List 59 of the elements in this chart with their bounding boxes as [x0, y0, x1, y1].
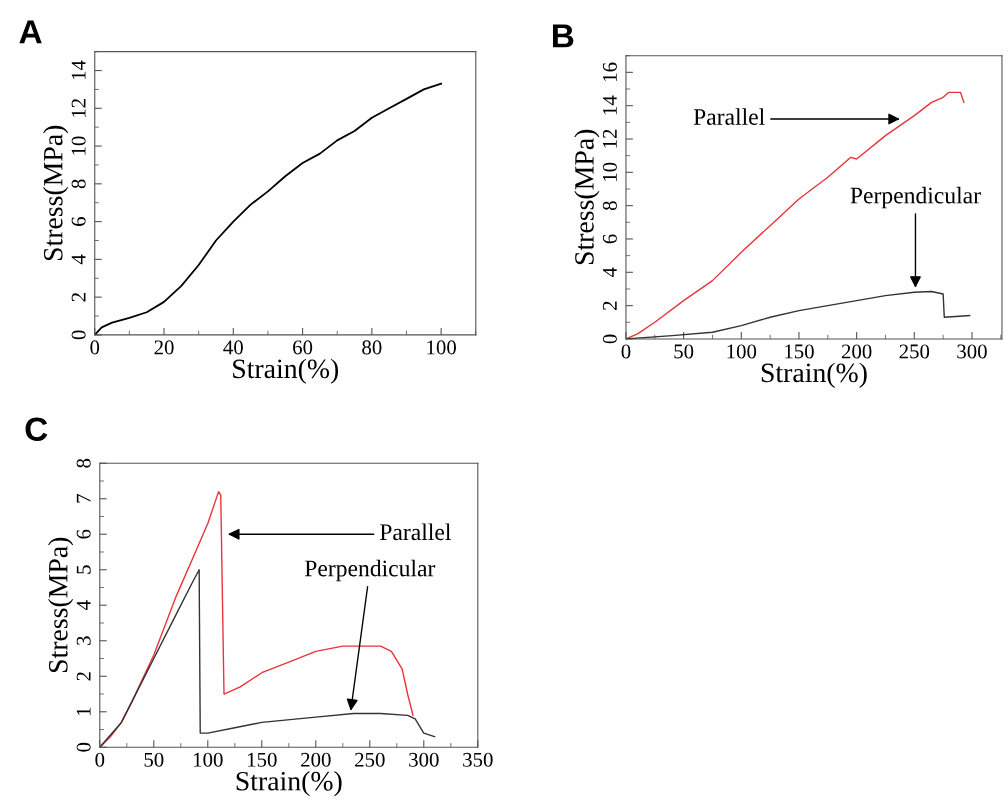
y-tick-label: 8: [76, 458, 91, 468]
x-tick-label: 0: [95, 752, 105, 767]
x-axis-title: Strain(%): [761, 362, 867, 388]
chart-title: B: [553, 24, 574, 48]
x-axis-title: Strain(%): [233, 358, 339, 384]
y-tick-label: 5: [76, 565, 91, 574]
annotation: Perpendicular: [304, 559, 436, 582]
y-tick-label: 14: [71, 60, 86, 80]
y-tick-label: 10: [602, 162, 617, 181]
y-tick-label: 14: [602, 95, 617, 115]
y-tick-label: 1: [76, 707, 91, 716]
annotation: Parallel: [693, 108, 765, 125]
y-tick-label: 2: [71, 293, 86, 302]
x-tick-label: 150: [785, 344, 814, 359]
y-tick-label: 6: [76, 529, 91, 539]
y-tick-label: 10: [71, 136, 86, 155]
x-tick-label: 250: [355, 752, 385, 767]
x-tick-label: 60: [293, 340, 313, 355]
y-tick-label: 7: [76, 494, 91, 503]
y-tick-label: 8: [602, 201, 617, 211]
annotation: Parallel: [379, 523, 451, 541]
annotation: Perpendicular: [850, 186, 981, 209]
y-tick-label: 16: [602, 62, 617, 81]
y-tick-label: 8: [71, 179, 86, 189]
x-tick-label: 300: [957, 344, 987, 359]
x-tick-label: 50: [674, 344, 694, 359]
y-tick-label: 3: [76, 636, 91, 645]
y-tick-label: 0: [71, 330, 86, 340]
x-tick-label: 200: [841, 344, 872, 359]
x-tick-label: 100: [727, 344, 757, 359]
y-tick-label: 4: [76, 600, 91, 611]
x-tick-label: 40: [223, 340, 243, 355]
y-tick-label: 4: [602, 267, 617, 278]
x-tick-label: 50: [144, 752, 164, 767]
y-axis-title: Stress(MPa): [48, 537, 74, 673]
y-axis-title: Stress(MPa): [574, 129, 600, 265]
x-tick-label: 0: [621, 344, 631, 359]
y-tick-label: 6: [71, 217, 86, 226]
line-series: [94, 82, 443, 335]
y-tick-label: 0: [76, 742, 91, 752]
x-tick-label: 80: [362, 340, 382, 355]
x-tick-label: 200: [301, 752, 331, 767]
y-tick-label: 4: [71, 254, 86, 265]
y-tick-label: 6: [602, 234, 617, 244]
x-tick-label: 350: [463, 752, 493, 767]
x-tick-label: 20: [154, 340, 174, 355]
x-axis-title: Strain(%): [236, 771, 342, 797]
y-tick-label: 2: [76, 672, 91, 681]
chart-title: A: [19, 20, 42, 44]
x-tick-label: 300: [409, 752, 439, 767]
x-tick-label: 150: [248, 752, 277, 767]
x-tick-label: 250: [899, 344, 930, 359]
y-tick-label: 2: [602, 301, 617, 310]
x-tick-label: 100: [194, 752, 223, 767]
y-tick-label: 12: [602, 129, 617, 148]
chart-title: C: [25, 417, 48, 442]
y-tick-label: 12: [71, 99, 86, 117]
x-tick-label: 100: [427, 340, 456, 355]
y-axis-title: Stress(MPa): [43, 125, 69, 261]
